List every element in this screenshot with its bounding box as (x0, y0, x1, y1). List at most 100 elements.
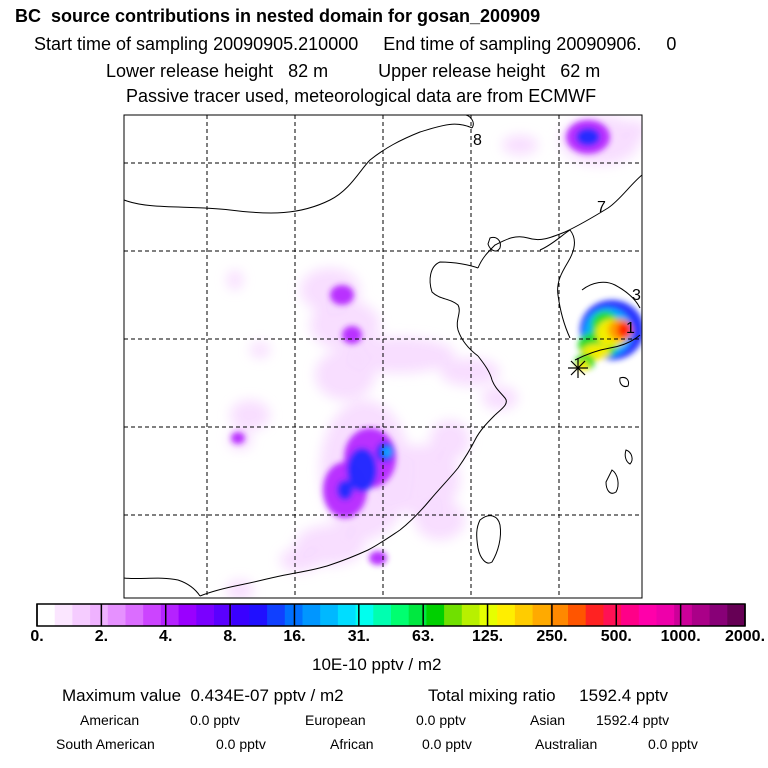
colorbar-cell (444, 604, 463, 626)
colorbar-cell (337, 604, 357, 626)
contribution-patch (383, 447, 391, 457)
colorbar-cell (37, 604, 56, 626)
south-american-value: 0.0 pptv (216, 736, 266, 752)
colorbar-cell (408, 604, 427, 626)
asian-label: Asian (530, 712, 566, 728)
contribution-patch (280, 548, 320, 572)
colorbar-cell (497, 604, 516, 626)
colorbar-cell (585, 604, 604, 626)
colorbar-cell (178, 604, 197, 626)
african-value: 0.0 pptv (422, 736, 472, 752)
colorbar-cell (302, 604, 321, 626)
contribution-patch (230, 400, 270, 430)
american-value: 0.0 pptv (190, 712, 240, 728)
contribution-patch (623, 120, 642, 140)
total-mixing-ratio-text: Total mixing ratio 1592.4 pptv (428, 686, 669, 705)
lat-lon-grid (124, 115, 642, 598)
contribution-patch (482, 386, 518, 410)
coastline (124, 115, 642, 597)
european-value: 0.0 pptv (416, 712, 466, 728)
colorbar-unit-label: 10E-10 pptv / m2 (312, 655, 442, 674)
colorbar-cell (143, 604, 162, 626)
colorbar-cell (267, 604, 286, 626)
colorbar-cell (373, 604, 392, 626)
contribution-patch (315, 350, 375, 400)
colorbar-cell (231, 604, 250, 626)
colorbar-cell (727, 604, 746, 626)
contribution-patch (226, 580, 254, 598)
colorbar-tick-label: 8. (223, 628, 237, 645)
colorbar-cell (54, 604, 73, 626)
colorbar-cell (568, 604, 587, 626)
colorbar-tick-label: 31. (347, 628, 370, 645)
colorbar-cell (674, 604, 693, 626)
african-label: African (330, 736, 374, 752)
contribution-patch (576, 128, 600, 146)
south-american-label: South American (56, 736, 155, 752)
colorbar-cell (391, 604, 410, 626)
colorbar-cell (320, 604, 339, 626)
colorbar-tick-label: 1000. (660, 628, 701, 645)
contribution-patch (330, 285, 354, 305)
grid-label-1: 1 (626, 320, 635, 337)
colorbar-tick-label: 16. (283, 628, 306, 645)
colorbar-cell (461, 604, 480, 626)
colorbar-tick-label: 0. (30, 628, 44, 645)
contribution-patch (250, 342, 270, 358)
colorbar-cell (426, 604, 445, 626)
contribution-patch (430, 420, 470, 460)
colorbar-cell (214, 604, 233, 626)
colorbar-cell (479, 604, 498, 626)
contribution-patch (345, 337, 455, 373)
grid-label-3: 3 (632, 287, 641, 304)
colorbar-cell (532, 604, 551, 626)
colorbar-cell (90, 604, 109, 626)
release-height-line: Lower release height 82 m Upper release … (106, 61, 601, 81)
colorbar-cell (249, 604, 268, 626)
contribution-patch (617, 322, 631, 338)
sampling-time-line: Start time of sampling 20090905.210000 E… (34, 34, 677, 54)
mid-contribution-field (231, 120, 642, 565)
australian-value: 0.0 pptv (648, 736, 698, 752)
contribution-patch (227, 270, 243, 290)
colorbar-tick-label: 4. (159, 628, 173, 645)
colorbar-tick-label: 2. (94, 628, 109, 645)
contribution-patch (369, 551, 387, 565)
contribution-patch (347, 448, 377, 492)
colorbar-tick-label: 500. (600, 628, 632, 645)
colorbar-cell (656, 604, 675, 626)
colorbar-cell (638, 604, 657, 626)
contribution-patch (380, 445, 460, 515)
grid-label-8: 8 (473, 132, 482, 149)
colorbar-tick-label: 125. (471, 628, 504, 645)
receptor-asterisk (568, 358, 588, 378)
contribution-patch (502, 135, 538, 155)
colorbar-cell (355, 604, 374, 626)
colorbar-cell (709, 604, 728, 626)
colorbar-cell (621, 604, 640, 626)
colorbar-cell (514, 604, 534, 626)
grid-label-7: 7 (597, 199, 606, 216)
australian-label: Australian (535, 736, 598, 752)
colorbar-cell (72, 604, 91, 626)
american-label: American (80, 712, 140, 728)
colorbar-cell (603, 604, 622, 626)
asian-value: 1592.4 pptv (596, 712, 670, 728)
european-label: European (305, 712, 366, 728)
map-frame (123, 114, 643, 599)
contribution-patch (337, 480, 353, 500)
contribution-patch (415, 500, 465, 540)
colorbar-tick-label: 63. (412, 628, 435, 645)
colorbar-tick-label: 2000. (724, 628, 766, 645)
colorbar-cell (550, 604, 569, 626)
colorbar-cell (691, 604, 711, 626)
contribution-patch (310, 300, 380, 350)
colorbar-cell (196, 604, 215, 626)
colorbar-cell (125, 604, 144, 626)
contribution-patch (231, 432, 245, 444)
colorbar-cell (107, 604, 126, 626)
colorbar-tick-label: 250. (536, 628, 568, 645)
plot-title: BC source contributions in nested domain… (15, 6, 541, 26)
